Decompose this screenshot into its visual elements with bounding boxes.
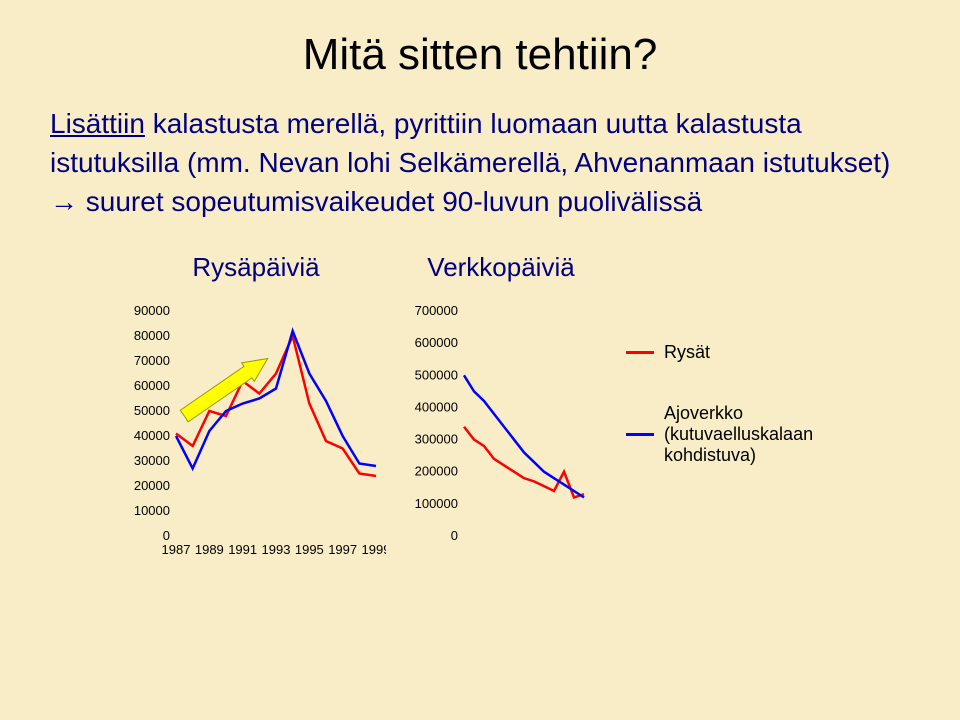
bullet-rest-1: kalastusta merellä, pyrittiin luomaan uu… [50,108,890,178]
ytick-label: 300000 [415,431,458,446]
ytick-label: 10000 [134,503,170,518]
left-chart: 0 10000 20000 30000 40000 50000 60000 70000 8000… [126,291,386,571]
ytick-label: 60000 [134,378,170,393]
left-chart-column: Rysäpäiviä 0 10000 20000 30000 40000 50000 600… [126,252,386,571]
ytick-label: 70000 [134,353,170,368]
legend-label-rysat: Rysät [664,342,710,363]
slide: Mitä sitten tehtiin? Lisättiin kalastust… [0,0,960,720]
xtick-label: 1995 [295,542,324,557]
ytick-label: 40000 [134,428,170,443]
ytick-label: 500000 [415,367,458,382]
ytick-label: 0 [451,528,458,543]
legend-item-ajoverkko: Ajoverkko (kutuvaelluskalaan kohdistuva) [626,403,834,466]
xtick-label: 1991 [228,542,257,557]
legend-swatch-blue [626,433,654,436]
ytick-label: 50000 [134,403,170,418]
ytick-label: 0 [163,528,170,543]
ytick-label: 700000 [415,303,458,318]
ytick-label: 30000 [134,453,170,468]
ytick-label: 200000 [415,463,458,478]
right-chart: 0 100000 200000 300000 400000 500000 600000 700… [406,291,596,571]
bullet-arrow: → [50,186,78,217]
xtick-label: 1999 [362,542,386,557]
ytick-label: 90000 [134,303,170,318]
legend-label-ajoverkko: Ajoverkko (kutuvaelluskalaan kohdistuva) [664,403,834,466]
left-chart-label: Rysäpäiviä [192,252,319,283]
bullet-rest-2: suuret sopeutumisvaikeudet 90-luvun puol… [78,186,702,217]
right-chart-label: Verkkopäiviä [427,252,574,283]
bullet-underlined: Lisättiin [50,108,145,139]
xtick-label: 1993 [262,542,291,557]
slide-title: Mitä sitten tehtiin? [40,30,920,80]
ytick-label: 20000 [134,478,170,493]
xtick-label: 1987 [162,542,191,557]
legend-swatch-red [626,351,654,354]
bullet-paragraph: Lisättiin kalastusta merellä, pyrittiin … [50,104,910,222]
chart-area: Rysäpäiviä 0 10000 20000 30000 40000 50000 600… [40,252,920,571]
xtick-label: 1989 [195,542,224,557]
ytick-label: 100000 [415,495,458,510]
legend-item-rysat: Rysät [626,342,834,363]
ytick-label: 80000 [134,328,170,343]
legend: Rysät Ajoverkko (kutuvaelluskalaan kohdi… [626,342,834,466]
xtick-label: 1997 [328,542,357,557]
right-chart-column: Verkkopäiviä 0 100000 200000 300000 400000 50… [406,252,596,571]
ytick-label: 600000 [415,335,458,350]
ytick-label: 400000 [415,399,458,414]
